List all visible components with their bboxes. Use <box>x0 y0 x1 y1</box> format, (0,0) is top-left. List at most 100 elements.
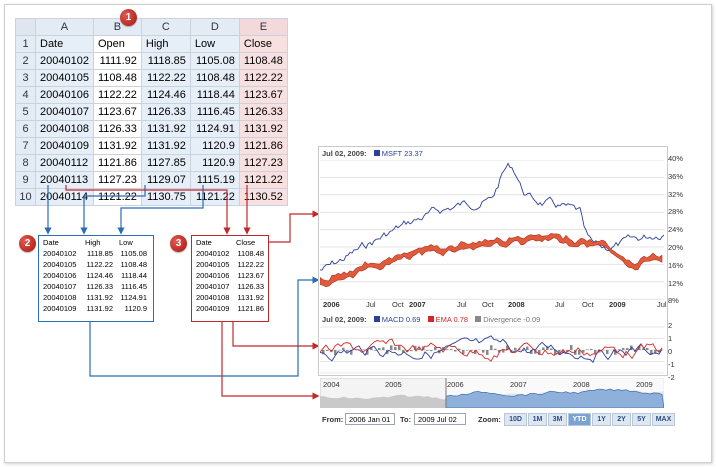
cell-low[interactable]: 1116.45 <box>189 103 240 121</box>
divergence-bar <box>642 348 645 350</box>
row-number[interactable]: 7 <box>15 137 36 155</box>
col-header-d[interactable]: D <box>189 18 240 36</box>
cell-date[interactable]: 20040105 <box>35 69 94 87</box>
zoom-button-5y[interactable]: 5Y <box>632 413 651 426</box>
zoom-button-10d[interactable]: 10D <box>504 413 527 426</box>
cell-date[interactable]: 20040102 <box>35 52 94 70</box>
cell-low[interactable]: 1118.44 <box>189 86 240 104</box>
cell-open[interactable]: 1126.33 <box>92 120 142 138</box>
ema-line <box>320 338 663 362</box>
mini-cell-close: 1123.67 <box>237 271 264 280</box>
cell-high[interactable]: 1122.22 <box>140 69 191 87</box>
row-number[interactable]: 2 <box>15 52 36 70</box>
cell-open[interactable]: 1127.23 <box>92 171 142 189</box>
macd-swatch <box>373 316 380 322</box>
divergence-bar <box>326 350 329 352</box>
cell-open[interactable]: 1108.48 <box>92 69 142 87</box>
divergence-bar <box>434 347 437 350</box>
cell-low[interactable]: 1120.9 <box>189 154 240 172</box>
cell-open[interactable]: 1123.67 <box>92 103 142 121</box>
field-header-row: 1 Date Open High Low Close <box>15 35 288 53</box>
cell-open[interactable]: 1122.22 <box>92 86 142 104</box>
row-number[interactable]: 6 <box>15 120 36 138</box>
cell-high[interactable]: 1129.07 <box>140 171 191 189</box>
msft-price-line <box>320 162 664 271</box>
ema-label: EMA 0.78 <box>435 315 469 324</box>
cell-high[interactable]: 1126.33 <box>140 103 191 121</box>
spreadsheet-row: 7 20040109 1131.92 1131.92 1120.9 1121.86 <box>15 137 288 155</box>
macd-indicator-chart[interactable] <box>320 325 664 375</box>
divergence-bar <box>498 350 501 353</box>
main-y-tick: 32% <box>668 189 684 199</box>
divergence-bar <box>350 350 353 355</box>
cell-high[interactable]: 1124.46 <box>140 86 191 104</box>
field-header-high[interactable]: High <box>140 35 191 53</box>
row-number[interactable]: 10 <box>15 188 36 206</box>
hl-header-high: High <box>85 238 101 247</box>
percentage-band <box>320 233 663 288</box>
indicator-y-tick: 0 <box>668 347 673 356</box>
divergence-bar <box>414 345 417 350</box>
cell-open[interactable]: 1131.92 <box>92 137 142 155</box>
mini-cell-high: 1118.85 <box>87 249 113 258</box>
cell-high[interactable]: 1131.92 <box>140 137 191 155</box>
cell-close[interactable]: 1121.22 <box>238 171 288 189</box>
mini-table-row: 20040106 1123.67 <box>193 270 267 281</box>
select-all-corner[interactable] <box>15 18 36 36</box>
spreadsheet-body: 2 20040102 1111.92 1118.85 1105.08 1108.48 3 20… <box>15 52 288 206</box>
cell-date[interactable]: 20040112 <box>35 154 94 172</box>
cell-date[interactable]: 20040106 <box>35 86 94 104</box>
field-header-close[interactable]: Close <box>238 35 288 53</box>
to-date-input[interactable]: 2009 Jul 02 <box>414 413 466 425</box>
divergence-bar <box>450 349 453 350</box>
divergence-bar <box>490 345 493 350</box>
col-header-e[interactable]: E <box>238 18 288 36</box>
cell-open[interactable]: 1121.22 <box>92 188 142 206</box>
row-number[interactable]: 3 <box>15 69 36 87</box>
hl-header-date: Date <box>43 238 59 247</box>
arrow-low-to-hl <box>117 185 204 235</box>
cell-close[interactable]: 1131.92 <box>238 120 288 138</box>
field-header-date[interactable]: Date <box>35 35 94 53</box>
mini-cell-low: 1108.48 <box>120 260 147 269</box>
cell-low[interactable]: 1105.08 <box>189 52 240 70</box>
cell-low[interactable]: 1124.91 <box>189 120 240 138</box>
cell-close[interactable]: 1123.67 <box>238 86 288 104</box>
from-date-input[interactable]: 2006 Jan 01 <box>345 413 395 425</box>
main-y-tick: 20% <box>668 243 684 252</box>
cell-date[interactable]: 20040107 <box>35 103 94 121</box>
range-navigator[interactable] <box>320 378 664 408</box>
cell-close[interactable]: 1127.23 <box>238 154 288 172</box>
cell-close[interactable]: 1122.22 <box>238 69 288 87</box>
cell-high[interactable]: 1118.85 <box>140 52 191 70</box>
divergence-bar <box>398 345 401 350</box>
cell-low[interactable]: 1115.19 <box>189 171 240 189</box>
cell-date[interactable]: 20040109 <box>35 137 94 155</box>
cell-close[interactable]: 1121.86 <box>238 137 288 155</box>
msft-legend-label: MSFT 23.37 <box>381 149 423 158</box>
divergence-bar <box>394 347 397 350</box>
cell-date[interactable]: 20040108 <box>35 120 94 138</box>
zoom-button-1m[interactable]: 1M <box>528 413 547 426</box>
main-price-chart[interactable] <box>320 160 664 300</box>
indicator-y-tick: -1 <box>668 360 675 369</box>
mini-cell-close: 1121.86 <box>237 304 264 313</box>
cell-date[interactable]: 20040114 <box>35 188 94 206</box>
row-number[interactable]: 4 <box>15 86 36 104</box>
cell-close[interactable]: 1130.52 <box>238 188 288 206</box>
zoom-button-3m[interactable]: 3M <box>548 413 567 426</box>
main-y-tick: 28% <box>668 207 684 217</box>
zoom-button-1y[interactable]: 1Y <box>592 413 611 426</box>
row-number[interactable]: 9 <box>15 171 36 189</box>
cell-date[interactable]: 20040113 <box>35 171 94 189</box>
navigator-year-label: 2008 <box>573 380 590 389</box>
cell-high[interactable]: 1131.92 <box>140 120 191 138</box>
cell-close[interactable]: 1108.48 <box>238 52 288 70</box>
zoom-button-ytd[interactable]: YTD <box>568 413 591 426</box>
field-header-open[interactable]: Open <box>92 35 142 53</box>
col-header-a[interactable]: A <box>35 18 94 36</box>
zoom-button-2y[interactable]: 2Y <box>612 413 631 426</box>
zoom-button-max[interactable]: MAX <box>652 413 675 426</box>
cell-high[interactable]: 1130.75 <box>140 188 191 206</box>
